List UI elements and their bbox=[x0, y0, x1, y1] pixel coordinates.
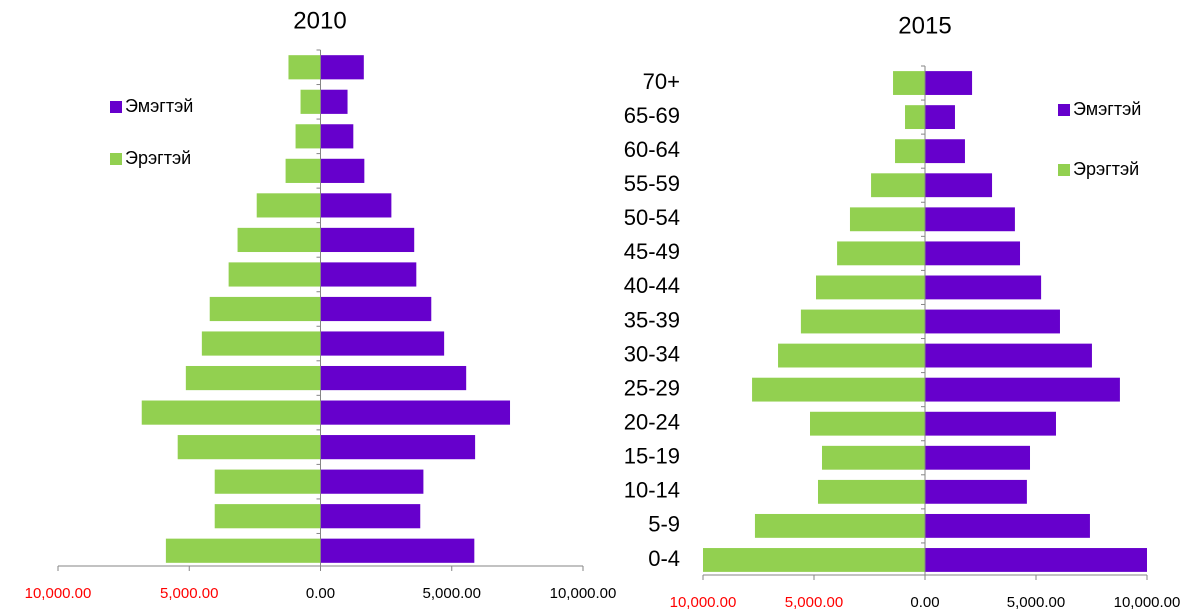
bar bbox=[320, 435, 476, 460]
bar bbox=[800, 309, 925, 334]
x-tick-label: 0.00 bbox=[910, 594, 939, 611]
bar bbox=[320, 193, 392, 218]
bar bbox=[925, 445, 1031, 470]
legend-label: Эрэгтэй bbox=[125, 148, 191, 168]
bar bbox=[703, 548, 925, 572]
bar bbox=[925, 411, 1056, 436]
bar bbox=[925, 173, 993, 198]
bar bbox=[214, 504, 321, 529]
bar bbox=[320, 55, 364, 80]
bar bbox=[201, 331, 321, 356]
legend-swatch bbox=[1058, 164, 1070, 176]
legend-swatch bbox=[110, 153, 122, 165]
category-label: 55-59 bbox=[624, 171, 680, 196]
bar bbox=[320, 504, 421, 529]
bar bbox=[925, 241, 1021, 266]
bar bbox=[256, 193, 321, 218]
x-tick-label: 5,000.00 bbox=[785, 594, 843, 611]
bar bbox=[925, 343, 1092, 368]
legend-swatch bbox=[110, 101, 122, 113]
category-label: 20-24 bbox=[624, 410, 680, 435]
category-label: 0-4 bbox=[648, 546, 680, 571]
bar bbox=[925, 207, 1015, 232]
bar bbox=[925, 377, 1120, 402]
category-label: 40-44 bbox=[624, 273, 680, 298]
category-label: 15-19 bbox=[624, 444, 680, 469]
x-tick-label: 10,000.00 bbox=[1114, 594, 1181, 611]
category-label: 5-9 bbox=[648, 512, 680, 537]
bar bbox=[300, 89, 321, 114]
bar bbox=[320, 262, 417, 287]
legend-swatch bbox=[1058, 104, 1070, 116]
category-label: 25-29 bbox=[624, 375, 680, 400]
bar bbox=[320, 158, 365, 183]
bar bbox=[237, 227, 321, 253]
bar bbox=[285, 158, 321, 183]
bar bbox=[815, 275, 925, 300]
x-tick-label: 10,000.00 bbox=[670, 594, 737, 611]
category-label: 30-34 bbox=[624, 341, 680, 366]
bar bbox=[320, 331, 445, 356]
x-tick-label: 10,000.00 bbox=[550, 585, 617, 602]
bar bbox=[288, 55, 321, 80]
bar bbox=[893, 71, 925, 95]
bar bbox=[165, 538, 321, 563]
category-label: 10-14 bbox=[624, 478, 680, 503]
legend-label: Эрэгтэй bbox=[1073, 159, 1139, 179]
legend-label: Эмэгтэй bbox=[1073, 99, 1141, 119]
bar bbox=[895, 139, 925, 164]
bar bbox=[141, 400, 321, 425]
bar bbox=[214, 469, 321, 494]
bar bbox=[810, 411, 925, 436]
bar bbox=[320, 365, 467, 391]
bar bbox=[925, 479, 1027, 504]
bar bbox=[185, 365, 321, 391]
x-tick-label: 5,000.00 bbox=[1007, 594, 1065, 611]
bar bbox=[925, 139, 965, 164]
bar bbox=[925, 309, 1060, 334]
bar bbox=[849, 207, 925, 232]
bar bbox=[320, 538, 475, 563]
bar bbox=[320, 469, 424, 494]
bar bbox=[320, 296, 432, 322]
bar bbox=[925, 548, 1147, 572]
chart-title: 2010 bbox=[293, 7, 346, 34]
bar bbox=[320, 89, 348, 114]
category-label: 45-49 bbox=[624, 239, 680, 264]
bar bbox=[925, 71, 973, 95]
bar bbox=[320, 124, 354, 149]
x-tick-label: 5,000.00 bbox=[160, 585, 218, 602]
category-label: 35-39 bbox=[624, 307, 680, 332]
bar bbox=[228, 262, 321, 287]
category-label: 60-64 bbox=[624, 137, 680, 162]
bar bbox=[821, 445, 925, 470]
x-tick-label: 5,000.00 bbox=[423, 585, 481, 602]
bar bbox=[905, 105, 925, 130]
category-label: 50-54 bbox=[624, 205, 680, 230]
category-label: 65-69 bbox=[624, 103, 680, 128]
bar bbox=[778, 343, 925, 368]
bar bbox=[320, 227, 415, 253]
x-tick-label: 0.00 bbox=[306, 585, 335, 602]
bar bbox=[837, 241, 925, 266]
bar bbox=[925, 275, 1042, 300]
bar bbox=[752, 377, 925, 402]
x-tick-label: 10,000.00 bbox=[25, 585, 92, 602]
bar bbox=[320, 400, 511, 425]
bar bbox=[295, 124, 321, 149]
bar bbox=[925, 513, 1090, 538]
bar bbox=[817, 479, 925, 504]
bar bbox=[871, 173, 925, 198]
bar bbox=[177, 435, 321, 460]
legend-label: Эмэгтэй bbox=[125, 96, 193, 116]
bar bbox=[209, 296, 321, 322]
chart-title: 2015 bbox=[898, 12, 951, 39]
bar bbox=[754, 513, 925, 538]
bar bbox=[925, 105, 955, 130]
category-label: 70+ bbox=[643, 69, 680, 94]
